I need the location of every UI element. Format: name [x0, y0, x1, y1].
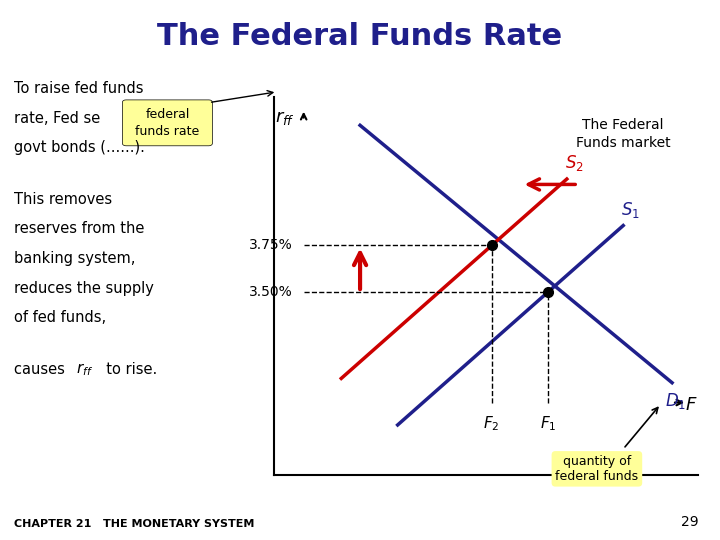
Text: 29: 29	[681, 515, 698, 529]
Text: $F_1$: $F_1$	[540, 414, 557, 433]
Text: $r_{ff}$: $r_{ff}$	[275, 109, 294, 126]
Text: govt bonds (......).: govt bonds (......).	[14, 140, 145, 156]
Text: $S_2$: $S_2$	[565, 153, 584, 173]
Text: rate, Fed se: rate, Fed se	[14, 111, 101, 126]
Text: The Federal
Funds market: The Federal Funds market	[576, 118, 670, 150]
Text: of fed funds,: of fed funds,	[14, 310, 107, 326]
Text: The Federal Funds Rate: The Federal Funds Rate	[158, 22, 562, 51]
Text: CHAPTER 21   THE MONETARY SYSTEM: CHAPTER 21 THE MONETARY SYSTEM	[14, 519, 255, 529]
Text: 3.75%: 3.75%	[248, 239, 292, 253]
Text: quantity of
federal funds: quantity of federal funds	[555, 455, 639, 483]
Text: 3.50%: 3.50%	[248, 285, 292, 299]
Text: $S_1$: $S_1$	[621, 200, 640, 220]
Text: $r_{ff}$: $r_{ff}$	[76, 362, 93, 379]
Text: federal
funds rate: federal funds rate	[135, 108, 199, 138]
Text: to rise.: to rise.	[97, 362, 158, 377]
Text: $D_1$: $D_1$	[665, 392, 685, 411]
Text: causes: causes	[14, 362, 70, 377]
Text: reduces the supply: reduces the supply	[14, 281, 154, 296]
Text: This removes: This removes	[14, 192, 112, 207]
Text: $F$: $F$	[685, 396, 697, 414]
Text: $F_2$: $F_2$	[483, 414, 500, 433]
Text: To raise fed funds: To raise fed funds	[14, 81, 144, 96]
Text: reserves from the: reserves from the	[14, 221, 145, 237]
Text: banking system,: banking system,	[14, 251, 136, 266]
